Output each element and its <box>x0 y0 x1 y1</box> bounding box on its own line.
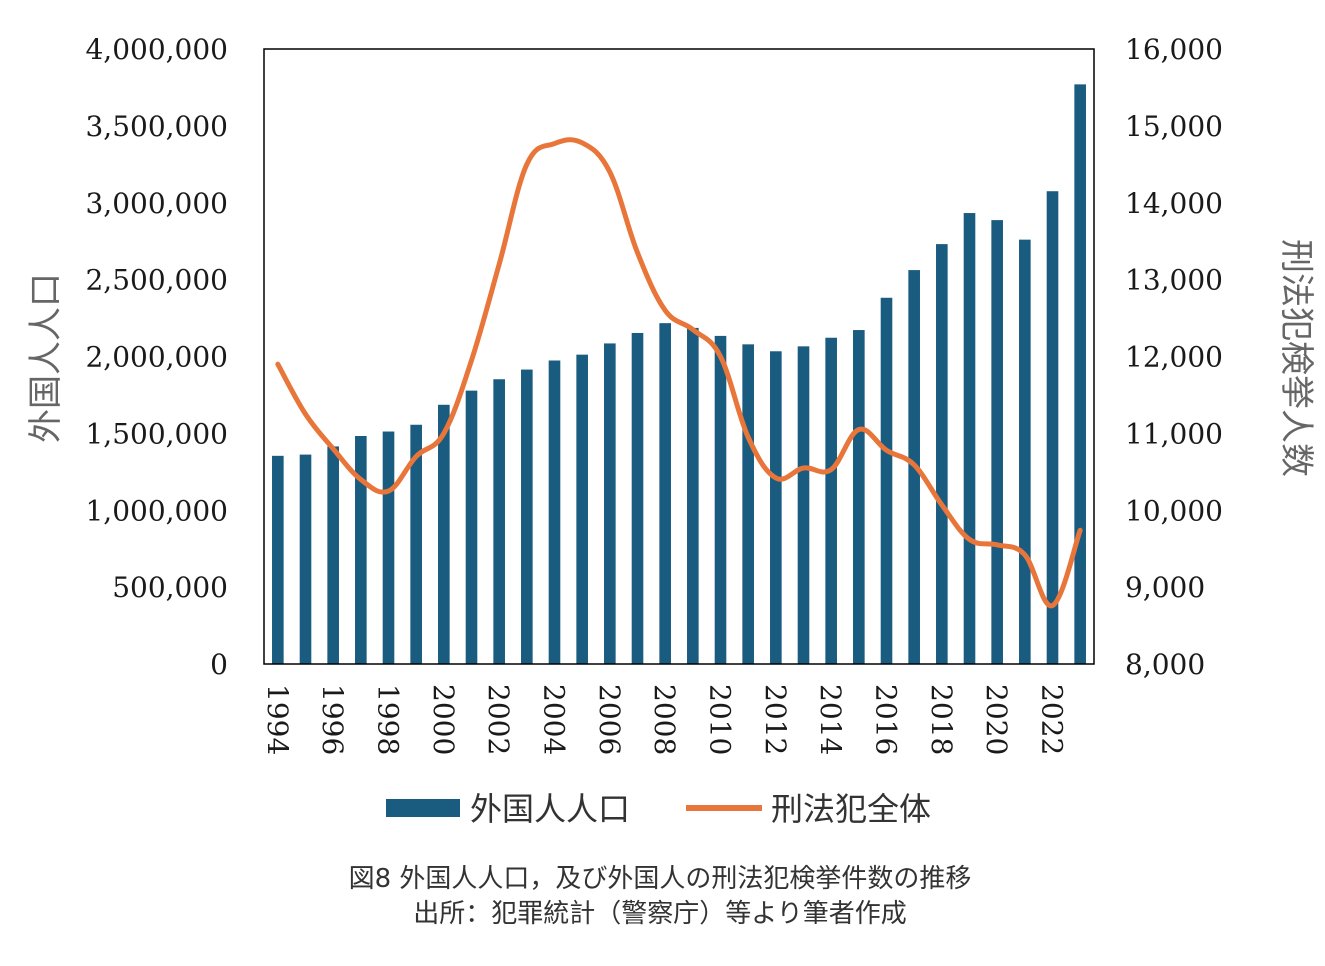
bar-2000 <box>438 404 450 664</box>
left-tick-label: 500,000 <box>112 571 228 604</box>
x-tick-label: 2008 <box>648 684 681 755</box>
x-tick-label: 2000 <box>427 684 460 755</box>
bar-2005 <box>576 354 588 664</box>
bar-1996 <box>327 446 339 664</box>
line-keiho-hanzai <box>275 137 1083 609</box>
right-tick-label: 13,000 <box>1125 264 1223 297</box>
line-series-layer <box>275 137 1083 609</box>
bar-2007 <box>631 332 644 664</box>
left-tick-label: 3,500,000 <box>85 110 228 143</box>
bar-2013 <box>797 346 810 664</box>
right-axis-title: 刑法犯検挙人数 <box>1276 239 1316 477</box>
bar-2020 <box>991 220 1003 664</box>
plot-frame <box>263 48 1095 665</box>
bar-1995 <box>299 454 312 664</box>
bar-2010 <box>714 335 727 664</box>
x-tick-label: 2014 <box>814 684 847 755</box>
bar-1999 <box>410 424 422 664</box>
x-tick-label: 1998 <box>372 684 405 755</box>
bar-series <box>272 84 1086 665</box>
left-axis-title: 外国人人口 <box>26 273 66 443</box>
right-tick-label: 12,000 <box>1125 341 1223 374</box>
legend: 外国人人口 刑法犯全体 <box>386 790 931 828</box>
bar-1994 <box>272 455 284 664</box>
x-tick-label: 2018 <box>925 684 958 755</box>
bar-2018 <box>936 244 948 665</box>
x-tick-label: 2022 <box>1036 684 1069 755</box>
bar-2011 <box>742 344 754 664</box>
right-tick-label: 8,000 <box>1125 648 1205 681</box>
left-tick-label: 2,500,000 <box>85 264 228 297</box>
bar-2002 <box>493 379 505 664</box>
right-tick-label: 11,000 <box>1125 417 1223 450</box>
left-tick-label: 3,000,000 <box>85 187 228 220</box>
bar-2008 <box>659 323 671 664</box>
left-axis-ticks: 0 500,000 1,000,000 1,500,000 2,000,000 2,500… <box>85 33 228 681</box>
bar-2022 <box>1046 191 1059 664</box>
bar-2003 <box>521 369 533 664</box>
x-tick-label: 2004 <box>538 684 571 755</box>
x-tick-label: 1994 <box>261 684 294 755</box>
right-tick-label: 15,000 <box>1125 110 1223 143</box>
x-axis-ticks: 1994 1996 1998 2000 2002 2004 2006 2008 2010 2012… <box>261 684 1069 755</box>
bar-2016 <box>880 297 893 664</box>
x-tick-label: 2010 <box>704 684 737 755</box>
bar-2019 <box>963 213 976 665</box>
right-tick-label: 10,000 <box>1125 494 1223 527</box>
x-tick-label: 1996 <box>316 684 349 755</box>
right-tick-label: 16,000 <box>1125 33 1223 66</box>
right-axis-ticks: 8,000 9,000 10,000 11,000 12,000 13,000 14,000… <box>1125 33 1223 681</box>
left-tick-label: 0 <box>210 648 228 681</box>
bar-2004 <box>548 360 561 664</box>
x-tick-label: 2002 <box>482 684 515 755</box>
left-tick-label: 4,000,000 <box>85 33 228 66</box>
legend-swatch-bar <box>386 799 460 817</box>
right-tick-label: 14,000 <box>1125 187 1223 220</box>
bar-2015 <box>853 330 865 664</box>
left-tick-label: 1,500,000 <box>85 417 228 450</box>
bar-2006 <box>604 343 616 664</box>
bar-2023 <box>1074 84 1086 665</box>
bar-2009 <box>687 327 699 664</box>
left-tick-label: 2,000,000 <box>85 341 228 374</box>
bar-2012 <box>770 351 782 664</box>
bar-2001 <box>465 390 478 664</box>
caption-line-2: 出所：犯罪統計（警察庁）等より筆者作成 <box>413 899 906 929</box>
bar-2021 <box>1019 239 1031 664</box>
x-tick-label: 2012 <box>759 684 792 755</box>
left-tick-label: 1,000,000 <box>85 494 228 527</box>
x-tick-label: 2006 <box>593 684 626 755</box>
caption-line-1: 図8 外国人人口，及び外国人の刑法犯検挙件数の推移 <box>349 864 972 894</box>
right-tick-label: 9,000 <box>1125 571 1205 604</box>
x-tick-label: 2016 <box>870 684 903 755</box>
legend-label-line: 刑法犯全体 <box>771 790 931 828</box>
bar-2014 <box>825 337 837 664</box>
bar-1998 <box>382 431 395 664</box>
x-tick-label: 2020 <box>980 684 1013 755</box>
bar-1997 <box>355 435 367 664</box>
legend-label-bar: 外国人人口 <box>470 790 630 828</box>
